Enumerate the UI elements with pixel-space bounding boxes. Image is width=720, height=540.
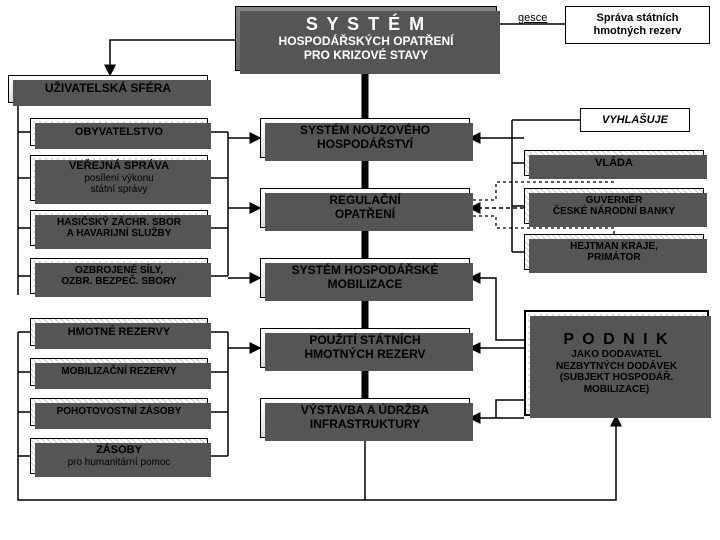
label-hejtman: HEJTMAN KRAJE,PRIMÁTOR (570, 241, 658, 264)
box-pohotovostni: POHOTOVOSTNÍ ZÁSOBY (30, 398, 208, 426)
box-mobilizacni: MOBILIZAČNÍ REZERVY (30, 358, 208, 386)
box-vlada: VLÁDA (524, 150, 704, 176)
system-header: S Y S T É M HOSPODÁŘSKÝCH OPATŘENÍ PRO K… (235, 6, 497, 71)
label-ozbrojene: OZBROJENÉ SÍLY,OZBR. BEZPEČ. SBORY (61, 265, 176, 288)
box-nouzove: SYSTÉM NOUZOVÉHOHOSPODÁŘSTVÍ (260, 118, 470, 158)
box-hasicsky: HASIČSKÝ ZÁCHR. SBORA HAVARIJNÍ SLUŽBY (30, 210, 208, 246)
box-vystavba: VÝSTAVBA A ÚDRŽBAINFRASTRUKTURY (260, 398, 470, 438)
label-pohotovostni: POHOTOVOSTNÍ ZÁSOBY (57, 406, 182, 418)
gesce-target-text: Správa státníchhmotných rezerv (593, 12, 681, 37)
label-mobilizace: SYSTÉM HOSPODÁŘSKÉMOBILIZACE (292, 264, 439, 292)
system-sub2: PRO KRIZOVÉ STAVY (304, 49, 428, 63)
podnik-title: P O D N I K (563, 331, 669, 349)
box-guvernér: GUVERNÉRČESKÉ NÁRODNÍ BANKY (524, 188, 704, 224)
label-obyvatelstvo: OBYVATELSTVO (75, 126, 163, 139)
label-pouziti: POUŽITÍ STÁTNÍCHHMOTNÝCH REZERV (304, 334, 425, 362)
system-sub1: HOSPODÁŘSKÝCH OPATŘENÍ (279, 35, 454, 49)
gesce-label: gesce (518, 12, 547, 24)
box-mobilizace: SYSTÉM HOSPODÁŘSKÉMOBILIZACE (260, 258, 470, 298)
label-vystavba: VÝSTAVBA A ÚDRŽBAINFRASTRUKTURY (301, 404, 429, 432)
gesce-target: Správa státníchhmotných rezerv (565, 6, 710, 44)
box-obyvatelstvo: OBYVATELSTVO (30, 118, 208, 146)
box-verejna-sprava: VEŘEJNÁ SPRÁVA posílení výkonustátní spr… (30, 155, 208, 201)
box-ozbrojene: OZBROJENÉ SÍLY,OZBR. BEZPEČ. SBORY (30, 258, 208, 294)
podnik-sub: JAKO DODAVATELNEZBYTNÝCH DODÁVEK(SUBJEKT… (556, 349, 677, 395)
box-zasoby-human: ZÁSOBY pro humanitární pomoc (30, 438, 208, 474)
label-hasicsky: HASIČSKÝ ZÁCHR. SBORA HAVARIJNÍ SLUŽBY (57, 217, 181, 240)
label-regulacni: REGULAČNÍOPATŘENÍ (329, 194, 400, 222)
box-pouziti: POUŽITÍ STÁTNÍCHHMOTNÝCH REZERV (260, 328, 470, 368)
box-hmotne: HMOTNÉ REZERVY (30, 318, 208, 346)
label-zasoby: ZÁSOBY (96, 444, 142, 457)
system-title: S Y S T É M (306, 14, 426, 35)
uzivatelska-sfera: UŽIVATELSKÁ SFÉRA (8, 75, 208, 103)
vyhlasuje: VYHLAŠUJE (580, 108, 690, 132)
sub-verejna: posílení výkonustátní správy (84, 173, 154, 196)
podnik: P O D N I K JAKO DODAVATELNEZBYTNÝCH DOD… (524, 310, 709, 416)
label-hmotne: HMOTNÉ REZERVY (68, 326, 170, 339)
label-mobilizacni: MOBILIZAČNÍ REZERVY (61, 366, 176, 378)
label-vlada: VLÁDA (595, 157, 633, 170)
label-guvernér: GUVERNÉRČESKÉ NÁRODNÍ BANKY (553, 195, 675, 218)
box-hejtman: HEJTMAN KRAJE,PRIMÁTOR (524, 234, 704, 270)
label-nouzove: SYSTÉM NOUZOVÉHOHOSPODÁŘSTVÍ (300, 124, 430, 152)
sub-zasoby: pro humanitární pomoc (68, 457, 171, 469)
box-regulacni: REGULAČNÍOPATŘENÍ (260, 188, 470, 228)
label-verejna: VEŘEJNÁ SPRÁVA (69, 160, 169, 173)
